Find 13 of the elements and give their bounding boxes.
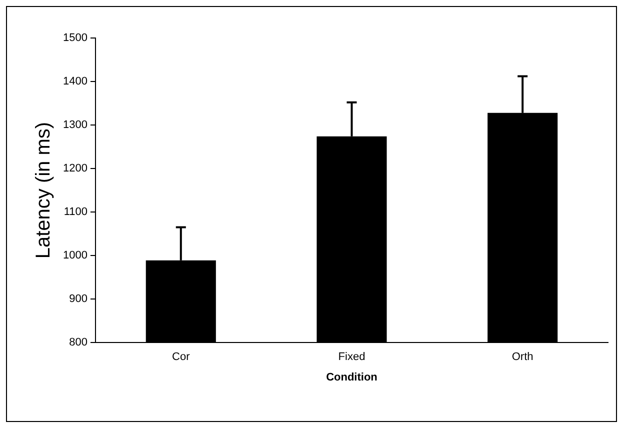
y-tick-label: 1300 [62,119,88,132]
y-tick-label: 1000 [62,250,88,262]
x-tick-label: Cor [172,351,190,364]
y-tick-label: 800 [69,336,88,349]
y-axis-title: Latency (in ms) [32,122,55,259]
y-tick-label: 1500 [62,32,88,44]
y-tick-label: 1100 [64,206,88,218]
x-axis-title: Condition [326,371,378,384]
x-tick-label: Orth [512,351,534,364]
x-tick-label: Fixed [338,351,366,364]
y-tick-label: 1200 [62,162,88,175]
y-tick-label: 1400 [62,76,88,88]
y-tick-label: 900 [69,293,88,306]
